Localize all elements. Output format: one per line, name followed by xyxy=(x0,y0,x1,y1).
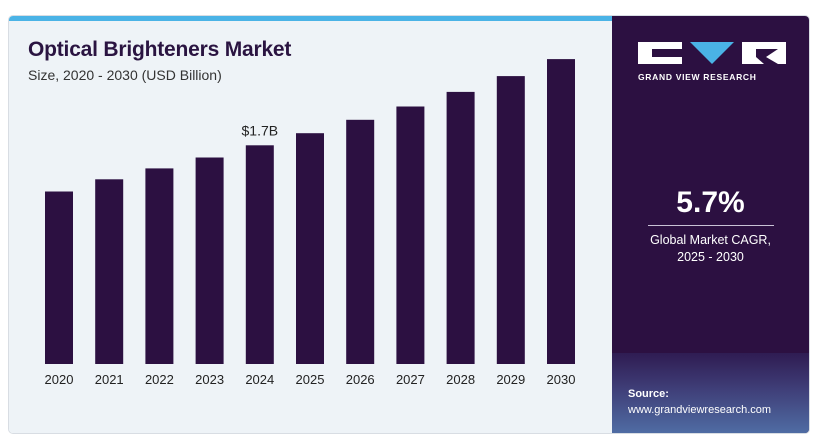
infographic-card: Optical Brighteners Market Size, 2020 - … xyxy=(9,16,809,433)
bar-2029 xyxy=(496,76,525,364)
bar-2024 xyxy=(245,145,274,364)
x-tick-label-2027: 2027 xyxy=(396,372,425,387)
source-link[interactable]: www.grandviewresearch.com xyxy=(628,404,772,416)
x-tick-label-2026: 2026 xyxy=(346,372,375,387)
logo-text: GRAND VIEW RESEARCH xyxy=(638,72,757,82)
chart-panel: Optical Brighteners Market Size, 2020 - … xyxy=(9,16,612,433)
bar-2022 xyxy=(145,168,174,364)
bar-2026 xyxy=(346,119,375,364)
top-accent-bar xyxy=(9,16,612,21)
data-label-2024: $1.7B xyxy=(242,122,279,138)
chart-subtitle: Size, 2020 - 2030 (USD Billion) xyxy=(28,67,222,83)
bar-2023 xyxy=(195,157,224,364)
source-band xyxy=(612,353,809,433)
x-tick-label-2025: 2025 xyxy=(296,372,325,387)
cagr-label: Global Market CAGR, 2025 - 2030 xyxy=(612,232,809,266)
x-tick-label-2022: 2022 xyxy=(145,372,174,387)
bar-2025 xyxy=(296,133,324,364)
bar-chart: 2020 2021 2022 2023 2024 $1.7B 2025 2026 2027 202… xyxy=(45,59,576,387)
chart-title: Optical Brighteners Market xyxy=(28,38,292,61)
x-tick-label-2023: 2023 xyxy=(195,372,224,387)
cagr-value: 5.7% xyxy=(676,186,745,219)
x-tick-label-2030: 2030 xyxy=(547,372,576,387)
bar-2027 xyxy=(396,106,425,364)
bar-2020 xyxy=(45,191,73,364)
source-label: Source: xyxy=(628,388,669,400)
grand-view-research-logo: GRAND VIEW RESEARCH xyxy=(638,40,788,86)
x-tick-label-2024: 2024 xyxy=(245,372,274,387)
x-tick-label-2029: 2029 xyxy=(496,372,525,387)
cagr-label-line1: Global Market CAGR, xyxy=(650,233,771,247)
x-tick-label-2021: 2021 xyxy=(95,372,124,387)
x-tick-label-2028: 2028 xyxy=(446,372,475,387)
bar-2028 xyxy=(446,91,475,365)
x-tick-label-2020: 2020 xyxy=(45,372,74,387)
sidebar-panel: GRAND VIEW RESEARCH 5.7% Global Market C… xyxy=(612,16,809,433)
logo-mark-icon xyxy=(638,42,786,64)
cagr-label-line2: 2025 - 2030 xyxy=(677,250,744,264)
bar-2030 xyxy=(547,59,575,364)
cagr-divider xyxy=(648,225,774,226)
bar-2021 xyxy=(95,179,124,364)
